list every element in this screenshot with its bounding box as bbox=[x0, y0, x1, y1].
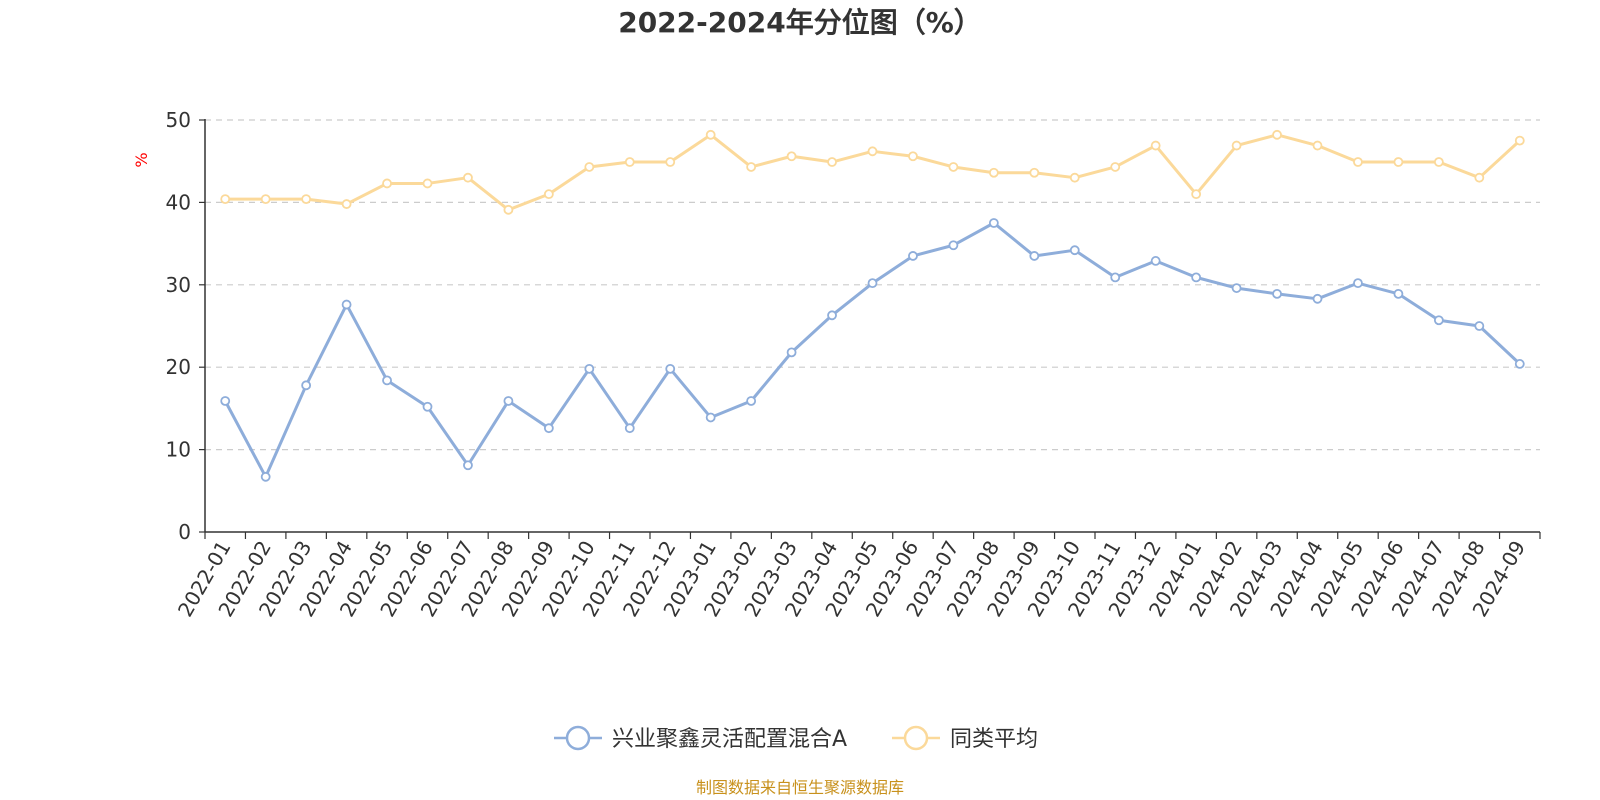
data-point[interactable] bbox=[1393, 157, 1404, 167]
data-point[interactable] bbox=[301, 380, 312, 391]
data-point[interactable] bbox=[1029, 251, 1040, 261]
data-point[interactable] bbox=[220, 194, 231, 205]
data-point[interactable] bbox=[1312, 293, 1323, 304]
data-point[interactable] bbox=[1474, 172, 1485, 183]
series-line bbox=[223, 221, 1521, 479]
data-point[interactable] bbox=[746, 162, 757, 172]
data-point[interactable] bbox=[1272, 288, 1282, 299]
data-point[interactable] bbox=[665, 363, 676, 374]
data-point[interactable] bbox=[988, 218, 999, 228]
x-tick-labels: 2022-012022-022022-032022-042022-052022-… bbox=[173, 537, 1530, 621]
data-point[interactable] bbox=[341, 199, 352, 209]
data-point[interactable] bbox=[1272, 129, 1282, 140]
data-point[interactable] bbox=[827, 157, 837, 167]
data-point[interactable] bbox=[584, 162, 595, 172]
data-point[interactable] bbox=[422, 178, 433, 189]
data-point[interactable] bbox=[867, 278, 878, 289]
data-point[interactable] bbox=[908, 151, 918, 162]
legend-label: 兴业聚鑫灵活配置混合A bbox=[612, 727, 847, 752]
data-point[interactable] bbox=[463, 460, 473, 471]
data-point[interactable] bbox=[1514, 135, 1525, 146]
chart-title: 2022-2024年分位图（%） bbox=[618, 6, 982, 39]
data-point[interactable] bbox=[948, 240, 959, 251]
data-point[interactable] bbox=[422, 401, 433, 412]
data-point[interactable] bbox=[503, 204, 514, 215]
series-1 bbox=[220, 129, 1525, 215]
data-point[interactable] bbox=[624, 157, 635, 167]
data-point[interactable] bbox=[584, 363, 595, 374]
data-point[interactable] bbox=[503, 396, 514, 406]
data-point[interactable] bbox=[786, 151, 797, 162]
series-group bbox=[220, 129, 1525, 482]
data-point[interactable] bbox=[1393, 288, 1404, 299]
data-point[interactable] bbox=[1150, 140, 1161, 151]
data-point[interactable] bbox=[1231, 140, 1242, 151]
data-point[interactable] bbox=[1514, 359, 1525, 369]
y-tick-label: 40 bbox=[166, 190, 191, 214]
legend-item[interactable]: 同类平均 bbox=[892, 725, 1038, 752]
data-point[interactable] bbox=[1353, 278, 1363, 289]
data-point[interactable] bbox=[301, 194, 312, 205]
gridlines bbox=[205, 119, 1540, 451]
data-point[interactable] bbox=[1069, 172, 1080, 183]
legend-marker bbox=[565, 725, 591, 751]
data-point[interactable] bbox=[220, 396, 231, 406]
y-tick-label: 0 bbox=[178, 520, 191, 544]
data-point[interactable] bbox=[908, 251, 918, 261]
data-point[interactable] bbox=[1110, 272, 1121, 283]
data-point[interactable] bbox=[1029, 167, 1040, 178]
data-point[interactable] bbox=[624, 423, 635, 434]
data-point[interactable] bbox=[1433, 315, 1444, 326]
y-tick-label: 30 bbox=[166, 273, 191, 297]
series-0 bbox=[220, 218, 1525, 482]
y-axis-unit: % bbox=[132, 152, 151, 167]
data-point[interactable] bbox=[1150, 256, 1161, 266]
data-point[interactable] bbox=[1191, 189, 1202, 200]
data-point[interactable] bbox=[1191, 272, 1202, 283]
data-point[interactable] bbox=[786, 347, 797, 358]
legend-marker bbox=[903, 725, 929, 751]
series-line bbox=[225, 133, 1521, 212]
data-point[interactable] bbox=[746, 396, 757, 406]
y-tick-labels: 0 10 20 30 40 50 bbox=[166, 108, 191, 544]
data-point[interactable] bbox=[1231, 283, 1242, 293]
data-point[interactable] bbox=[382, 375, 392, 386]
data-point[interactable] bbox=[260, 194, 271, 205]
data-point[interactable] bbox=[867, 146, 878, 157]
data-point[interactable] bbox=[948, 162, 959, 172]
data-point[interactable] bbox=[1433, 157, 1444, 167]
y-tick-label: 10 bbox=[166, 438, 191, 462]
y-tick-label: 20 bbox=[166, 355, 191, 379]
data-point[interactable] bbox=[1069, 245, 1080, 256]
data-point[interactable] bbox=[1312, 140, 1323, 151]
axes bbox=[199, 119, 1541, 539]
data-point[interactable] bbox=[705, 412, 716, 423]
data-point[interactable] bbox=[463, 172, 473, 183]
legend-label: 同类平均 bbox=[950, 727, 1038, 752]
data-point[interactable] bbox=[1110, 162, 1121, 172]
data-point[interactable] bbox=[1353, 157, 1363, 167]
source-note: 制图数据来自恒生聚源数据库 bbox=[696, 778, 904, 797]
data-point[interactable] bbox=[827, 310, 837, 321]
data-point[interactable] bbox=[543, 423, 554, 434]
data-point[interactable] bbox=[382, 178, 392, 189]
data-point[interactable] bbox=[1474, 321, 1485, 331]
legend[interactable]: 兴业聚鑫灵活配置混合A 同类平均 bbox=[554, 725, 1038, 752]
data-point[interactable] bbox=[665, 157, 676, 167]
data-point[interactable] bbox=[260, 471, 271, 482]
y-tick-label: 50 bbox=[166, 108, 191, 132]
data-point[interactable] bbox=[543, 189, 554, 200]
legend-item[interactable]: 兴业聚鑫灵活配置混合A bbox=[554, 725, 847, 752]
data-point[interactable] bbox=[341, 299, 352, 310]
data-point[interactable] bbox=[705, 129, 716, 140]
data-point[interactable] bbox=[988, 167, 999, 178]
